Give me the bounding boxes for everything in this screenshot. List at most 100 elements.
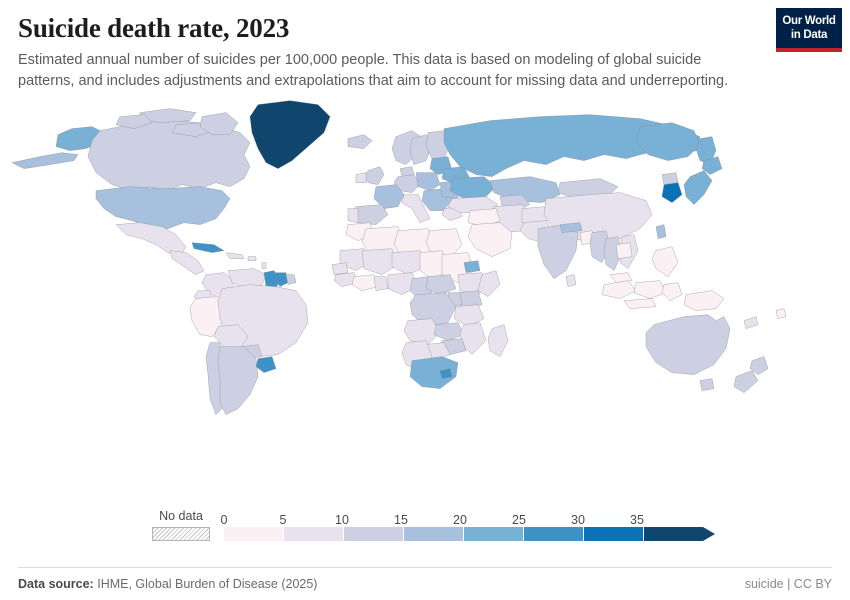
country-united-kingdom[interactable] xyxy=(364,166,384,184)
country-tasmania[interactable] xyxy=(700,378,714,390)
legend-no-data[interactable]: No data xyxy=(152,509,210,541)
legend-no-data-swatch xyxy=(152,527,210,541)
legend-bucket-3[interactable] xyxy=(404,527,464,541)
legend-tick-35: 35 xyxy=(630,513,644,527)
map-legend: No data 0 5 10 15 20 25 30 35 xyxy=(0,505,850,567)
country-poland[interactable] xyxy=(416,172,440,190)
country-new-zealand-south[interactable] xyxy=(734,370,758,392)
country-taiwan[interactable] xyxy=(656,224,666,238)
country-argentina[interactable] xyxy=(218,346,258,414)
owid-logo-line-1: Our World xyxy=(782,15,836,27)
country-australia[interactable] xyxy=(646,314,730,374)
legend-bucket-5[interactable] xyxy=(524,527,584,541)
country-mozambique[interactable] xyxy=(460,322,486,354)
country-cuba[interactable] xyxy=(192,242,224,252)
map-svg xyxy=(0,92,850,505)
footer-source-label: Data source: xyxy=(18,577,94,591)
country-greenland[interactable] xyxy=(250,100,330,168)
legend-tick-10: 10 xyxy=(335,513,349,527)
country-zambia[interactable] xyxy=(434,322,464,340)
world-choropleth-map[interactable] xyxy=(0,92,850,505)
country-canada-victoria[interactable] xyxy=(116,114,152,128)
country-senegal[interactable] xyxy=(332,262,348,274)
country-saudi-arabia[interactable] xyxy=(468,222,512,256)
country-malaysia[interactable] xyxy=(610,272,632,282)
country-eritrea[interactable] xyxy=(464,260,480,272)
chart-subtitle: Estimated annual number of suicides per … xyxy=(18,51,729,89)
legend-tick-0: 0 xyxy=(220,513,228,527)
legend-tick-25: 25 xyxy=(512,513,526,527)
country-indonesia-java[interactable] xyxy=(624,298,656,308)
country-indonesia-sulawesi[interactable] xyxy=(662,282,682,300)
country-central-america[interactable] xyxy=(170,250,204,274)
legend-open-ended-arrow xyxy=(703,527,715,541)
country-new-caledonia[interactable] xyxy=(744,316,758,328)
legend-no-data-label: No data xyxy=(159,509,203,523)
legend-tick-20: 20 xyxy=(453,513,467,527)
country-north-korea[interactable] xyxy=(662,172,678,184)
country-uruguay[interactable] xyxy=(256,356,276,372)
country-nepal[interactable] xyxy=(560,222,582,232)
country-puerto-rico[interactable] xyxy=(248,256,256,260)
legend-bucket-1[interactable] xyxy=(284,527,344,541)
owid-logo-line-2: in Data xyxy=(790,28,828,41)
country-hispaniola[interactable] xyxy=(226,252,244,258)
country-lesser-antilles[interactable] xyxy=(262,262,266,268)
owid-logo[interactable]: Our World in Data xyxy=(776,8,842,53)
footer-data-source: Data source: IHME, Global Burden of Dise… xyxy=(18,577,317,591)
country-germany[interactable] xyxy=(394,174,420,192)
country-niger[interactable] xyxy=(392,250,426,274)
country-fiji[interactable] xyxy=(776,308,786,318)
country-philippines[interactable] xyxy=(652,246,678,276)
country-ivory-coast[interactable] xyxy=(352,274,378,290)
country-papua-new-guinea[interactable] xyxy=(684,290,724,310)
country-russia-east[interactable] xyxy=(636,122,700,160)
country-south-africa[interactable] xyxy=(410,356,458,388)
country-venezuela[interactable] xyxy=(228,268,266,288)
country-japan-north[interactable] xyxy=(702,156,722,174)
country-mali[interactable] xyxy=(362,248,398,274)
country-guinea[interactable] xyxy=(334,272,358,286)
legend-scale[interactable]: 0 5 10 15 20 25 30 35 xyxy=(220,510,715,541)
country-new-zealand-north[interactable] xyxy=(750,356,768,374)
country-french-guiana[interactable] xyxy=(286,274,296,284)
country-russia[interactable] xyxy=(444,114,700,176)
country-iceland[interactable] xyxy=(348,134,372,148)
map-countries-layer xyxy=(12,100,786,414)
country-indonesia-borneo[interactable] xyxy=(634,280,666,298)
country-lesotho[interactable] xyxy=(440,368,452,378)
legend-bucket-4[interactable] xyxy=(464,527,524,541)
chart-footer: Data source: IHME, Global Burden of Dise… xyxy=(18,567,832,600)
country-sri-lanka[interactable] xyxy=(566,274,576,286)
country-car[interactable] xyxy=(426,274,456,294)
legend-color-bar xyxy=(224,527,715,541)
country-madagascar[interactable] xyxy=(488,324,508,356)
legend-bucket-0[interactable] xyxy=(224,527,284,541)
country-south-korea[interactable] xyxy=(662,182,682,202)
page-title: Suicide death rate, 2023 xyxy=(18,13,290,43)
country-chad[interactable] xyxy=(420,250,448,280)
country-peru[interactable] xyxy=(190,296,224,336)
footer-license[interactable]: suicide | CC BY xyxy=(744,577,832,591)
country-united-states[interactable] xyxy=(96,186,230,228)
country-italy[interactable] xyxy=(402,194,430,222)
country-canada-baffin[interactable] xyxy=(200,112,238,134)
footer-source-value: IHME, Global Burden of Disease (2025) xyxy=(97,577,318,591)
country-somalia[interactable] xyxy=(478,270,500,296)
country-aleutians[interactable] xyxy=(12,152,78,168)
country-portugal[interactable] xyxy=(348,208,358,222)
country-indonesia-sumatra[interactable] xyxy=(602,280,636,298)
country-suriname[interactable] xyxy=(276,272,288,286)
legend-bucket-6[interactable] xyxy=(584,527,644,541)
country-tanzania[interactable] xyxy=(454,304,484,326)
legend-bucket-2[interactable] xyxy=(344,527,404,541)
legend-bucket-7[interactable] xyxy=(644,527,703,541)
country-india[interactable] xyxy=(538,224,578,278)
legend-tick-5: 5 xyxy=(279,513,287,527)
country-japan[interactable] xyxy=(684,170,712,204)
country-ghana[interactable] xyxy=(374,276,388,290)
country-cambodia-laos[interactable] xyxy=(616,242,632,258)
country-france[interactable] xyxy=(374,184,404,208)
country-ireland[interactable] xyxy=(356,172,366,182)
